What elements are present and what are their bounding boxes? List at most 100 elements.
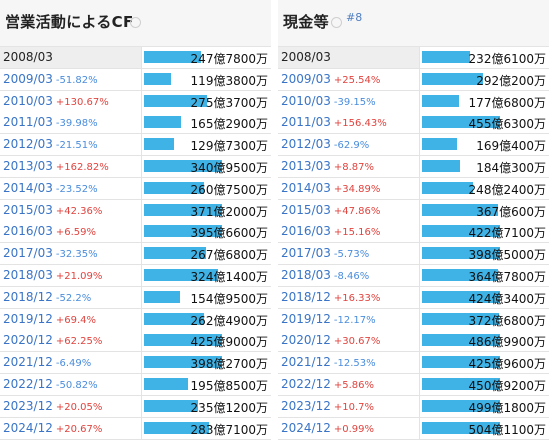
value-bar: [422, 72, 483, 85]
year-link[interactable]: 2010/03: [3, 93, 53, 108]
info-icon[interactable]: [130, 17, 141, 28]
year-link[interactable]: 2023/12: [281, 398, 331, 413]
year-link[interactable]: 2014/03: [281, 180, 331, 195]
table-row: 2015/03 +42.36% 371億2000万: [0, 199, 272, 222]
panel-title: 現金等: [283, 13, 329, 31]
value-text: 499億1800万: [468, 400, 546, 415]
table-row: 2020/12 +30.67% 486億9900万: [278, 330, 549, 353]
year-link[interactable]: 2022/12: [3, 377, 53, 391]
info-icon[interactable]: [331, 17, 342, 28]
value-cell: 248億2400万: [419, 177, 549, 199]
year-link[interactable]: 2012/03: [3, 137, 53, 152]
value-cell: 425億9600万: [419, 352, 549, 374]
year-link[interactable]: 2009/03: [3, 71, 53, 86]
row-label: 2009/03 -51.82%: [3, 72, 98, 86]
year-link[interactable]: 2008/03: [281, 50, 331, 64]
year-link[interactable]: 2011/03: [281, 115, 331, 130]
change-percent: -12.17%: [333, 314, 376, 326]
year-link[interactable]: 2015/03: [3, 202, 53, 217]
change-percent: -51.82%: [55, 74, 98, 86]
table-row: 2022/12 -50.82% 195億8500万: [0, 374, 272, 396]
value-text: 165億2900万: [190, 117, 268, 132]
year-link[interactable]: 2012/03: [281, 137, 331, 152]
table-row: 2009/03 +25.54% 292億200万: [278, 68, 549, 91]
year-link[interactable]: 2016/03: [3, 224, 53, 239]
value-bar: [422, 247, 500, 260]
year-link[interactable]: 2018/03: [3, 268, 53, 282]
value-text: 292億200万: [476, 73, 546, 88]
year-link[interactable]: 2019/12: [3, 311, 53, 326]
value-bar: [422, 203, 498, 216]
year-link[interactable]: 2017/03: [3, 246, 53, 261]
year-link[interactable]: 2013/03: [281, 159, 331, 173]
change-percent: +20.67%: [55, 423, 103, 435]
table-row: 2008/03 232億6100万: [278, 47, 549, 69]
year-link[interactable]: 2018/03: [281, 268, 331, 282]
year-link[interactable]: 2019/12: [281, 311, 331, 326]
year-link[interactable]: 2015/03: [281, 202, 331, 217]
change-percent: +47.86%: [333, 205, 381, 217]
value-bar: [422, 421, 500, 434]
value-bar: [422, 138, 457, 151]
value-cell: 450億9200万: [419, 374, 549, 395]
year-link[interactable]: 2013/03: [3, 159, 53, 173]
rank-badge[interactable]: #8: [346, 11, 363, 24]
value-bar: [422, 290, 500, 303]
table-row: 2022/12 +5.86% 450億9200万: [278, 374, 549, 396]
row-label: 2018/12 -52.2%: [3, 290, 91, 304]
year-link[interactable]: 2023/12: [3, 398, 53, 413]
year-link[interactable]: 2010/03: [281, 93, 331, 108]
change-percent: +42.36%: [55, 205, 103, 217]
value-cell: 504億1100万: [419, 417, 549, 439]
row-label: 2010/03 +130.67%: [3, 94, 109, 108]
year-link[interactable]: 2018/12: [3, 289, 53, 304]
table-row: 2008/03 247億7800万: [0, 47, 272, 69]
year-link[interactable]: 2018/12: [281, 289, 331, 304]
row-label: 2011/03 -39.98%: [3, 115, 98, 129]
value-bar: [144, 160, 222, 172]
value-cell: 371億2000万: [141, 199, 272, 221]
cash-panel: 現金等 #8 2008/03 232億6100万 2009/03 +25.54% 292…: [278, 0, 549, 440]
year-link[interactable]: 2022/12: [281, 377, 331, 391]
value-bar: [144, 378, 188, 390]
value-bar: [144, 269, 218, 281]
year-link[interactable]: 2020/12: [3, 333, 53, 348]
row-label: 2019/12 -12.17%: [281, 312, 376, 326]
value-cell: 129億7300万: [141, 134, 272, 156]
year-link[interactable]: 2011/03: [3, 115, 53, 130]
value-bar: [144, 181, 204, 194]
year-link[interactable]: 2021/12: [281, 355, 331, 370]
value-bar: [144, 334, 222, 347]
row-label: 2023/12 +10.7%: [281, 399, 374, 413]
year-link[interactable]: 2020/12: [281, 333, 331, 348]
year-link[interactable]: 2017/03: [281, 246, 331, 261]
value-text: 422億7100万: [468, 226, 546, 241]
row-label: 2015/03 +47.86%: [281, 203, 380, 217]
table-row: 2018/12 +16.33% 424億3400万: [278, 286, 549, 309]
change-percent: +130.67%: [55, 96, 109, 108]
value-cell: 232億6100万: [419, 47, 549, 68]
value-text: 260億7500万: [190, 182, 268, 197]
row-label: 2022/12 -50.82%: [3, 377, 98, 391]
year-link[interactable]: 2014/03: [3, 180, 53, 195]
change-percent: -8.46%: [333, 271, 370, 282]
value-cell: 424億3400万: [419, 286, 549, 308]
value-text: 340億9500万: [190, 161, 268, 175]
year-link[interactable]: 2016/03: [281, 224, 331, 239]
year-link[interactable]: 2024/12: [281, 420, 331, 435]
year-link[interactable]: 2009/03: [281, 71, 331, 86]
row-label: 2018/12 +16.33%: [281, 290, 380, 304]
value-text: 425億9000万: [190, 335, 268, 350]
row-label: 2022/12 +5.86%: [281, 377, 374, 391]
year-link[interactable]: 2021/12: [3, 355, 53, 370]
row-label: 2014/03 -23.52%: [3, 181, 98, 195]
value-text: 184億300万: [476, 161, 546, 175]
table-row: 2020/12 +62.25% 425億9000万: [0, 330, 272, 353]
table-row: 2024/12 +0.99% 504億1100万: [278, 417, 549, 440]
value-text: 119億3800万: [190, 73, 268, 88]
year-link[interactable]: 2024/12: [3, 420, 53, 435]
year-link[interactable]: 2008/03: [3, 50, 53, 64]
value-cell: 169億400万: [419, 134, 549, 156]
value-cell: 324億1400万: [141, 265, 272, 286]
value-text: 324億1400万: [190, 270, 268, 284]
